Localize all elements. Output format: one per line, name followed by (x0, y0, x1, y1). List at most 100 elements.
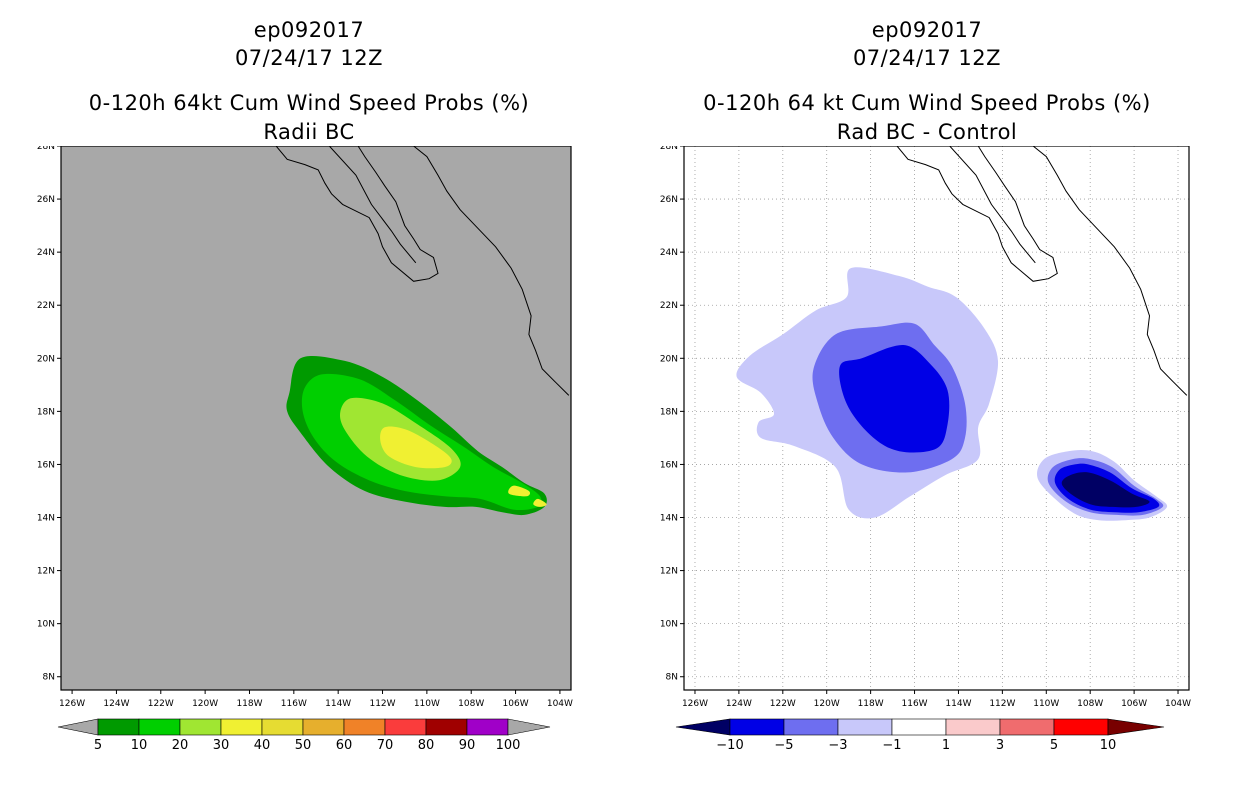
x-tick-label: 124W (726, 699, 752, 706)
contour-level-30 (508, 485, 531, 497)
x-tick-label: 106W (1121, 699, 1147, 706)
x-tick-label: 126W (59, 699, 85, 706)
x-tick-label: 104W (547, 699, 573, 706)
coastline (275, 146, 439, 282)
colorbar-swatch (261, 718, 304, 736)
x-tick-label: 108W (458, 699, 484, 706)
x-tick-label: 104W (1165, 699, 1191, 706)
coastline (949, 146, 1036, 264)
y-tick-label: 20N (37, 354, 55, 364)
colorbar-label: 70 (377, 738, 394, 753)
y-tick-label: 8N (43, 673, 55, 683)
colorbar-label: 60 (336, 738, 353, 753)
right-date: 07/24/17 12Z (852, 46, 1002, 70)
x-tick-label: 106W (503, 699, 529, 706)
colorbar-swatch (783, 718, 839, 736)
colorbar-swatch (999, 718, 1055, 736)
colorbar-left-triangle (675, 718, 731, 736)
x-tick-label: 112W (369, 699, 395, 706)
left-chart-title: 0-120h 64kt Cum Wind Speed Probs (%) (88, 91, 530, 115)
y-tick-label: 28N (660, 146, 678, 152)
colorbar-right-triangle (507, 718, 551, 736)
colorbar-label: 5 (94, 738, 102, 753)
coastline (896, 146, 1058, 282)
right-chart-title: 0-120h 64 kt Cum Wind Speed Probs (%) (703, 91, 1151, 115)
coastline (328, 146, 417, 264)
y-tick-label: 12N (37, 567, 55, 577)
left-colorbar: 5 10 20 30 40 50 60 70 80 90 100 (57, 718, 551, 753)
colorbar-swatch (179, 718, 222, 736)
colorbar-swatch (945, 718, 1001, 736)
y-tick-label: 14N (660, 514, 678, 524)
colorbar-label: 3 (996, 738, 1004, 753)
colorbar-swatch (384, 718, 427, 736)
colorbar-label: −1 (882, 738, 901, 753)
colorbar-swatch (837, 718, 893, 736)
colorbar-swatch (97, 718, 140, 736)
y-tick-label: 22N (660, 301, 678, 311)
x-tick-label: 114W (325, 699, 351, 706)
x-tick-label: 124W (103, 699, 129, 706)
x-tick-label: 116W (281, 699, 307, 706)
y-tick-label: 18N (660, 407, 678, 417)
x-tick-label: 110W (1033, 699, 1059, 706)
x-tick-label: 120W (814, 699, 840, 706)
x-tick-label: 108W (1077, 699, 1103, 706)
right-colorbar: −10 −5 −3 −1 1 3 5 10 (675, 718, 1165, 753)
y-tick-label: 26N (37, 195, 55, 205)
map-frame (60, 146, 572, 691)
colorbar-right-triangle (1107, 718, 1165, 736)
contour-level-30 (533, 498, 547, 507)
x-tick-label: 126W (682, 699, 708, 706)
left-storm-id: ep092017 (253, 18, 365, 42)
colorbar-label: 1 (942, 738, 950, 753)
contour-level-neg5 (839, 344, 950, 453)
colorbar-label: 30 (213, 738, 230, 753)
colorbar-left-triangle (57, 718, 99, 736)
colorbar-label: −10 (716, 738, 743, 753)
right-panel: ep092017 07/24/17 12Z 0-120h 64 kt Cum W… (618, 0, 1236, 800)
colorbar-label: −3 (828, 738, 847, 753)
x-tick-label: 118W (236, 699, 262, 706)
left-chart-subtitle: Radii BC (263, 120, 355, 144)
x-tick-label: 112W (989, 699, 1015, 706)
colorbar-swatch (343, 718, 386, 736)
y-tick-label: 22N (37, 301, 55, 311)
y-tick-label: 12N (660, 567, 678, 577)
colorbar-swatch (1053, 718, 1109, 736)
colorbar-label: 10 (1100, 738, 1117, 753)
left-date: 07/24/17 12Z (234, 46, 384, 70)
colorbar-swatch (302, 718, 345, 736)
colorbar-swatch (891, 718, 947, 736)
y-tick-label: 16N (37, 460, 55, 470)
left-map: 126W 124W 122W 120W 118W 116W 114W 112W 110W 108W… (37, 146, 573, 706)
y-tick-label: 10N (660, 620, 678, 630)
colorbar-swatch (138, 718, 181, 736)
y-tick-label: 24N (660, 248, 678, 258)
x-tick-label: 118W (858, 699, 884, 706)
coastline (1032, 146, 1188, 396)
colorbar-label: 90 (459, 738, 476, 753)
colorbar-label: 10 (131, 738, 148, 753)
y-tick-label: 16N (660, 460, 678, 470)
y-tick-label: 8N (666, 673, 678, 683)
contour-level-30 (380, 426, 452, 469)
y-tick-label: 26N (660, 195, 678, 205)
y-tick-label: 20N (660, 354, 678, 364)
x-tick-label: 110W (414, 699, 440, 706)
y-tick-label: 24N (37, 248, 55, 258)
x-tick-label: 122W (770, 699, 796, 706)
y-tick-label: 28N (37, 146, 55, 152)
y-tick-label: 14N (37, 514, 55, 524)
colorbar-label: 100 (496, 738, 521, 753)
right-chart-subtitle: Rad BC - Control (836, 120, 1018, 144)
colorbar-swatch (425, 718, 468, 736)
colorbar-label: 20 (172, 738, 189, 753)
coastline (413, 146, 570, 396)
colorbar-label: 80 (418, 738, 435, 753)
map-frame (683, 146, 1190, 691)
x-tick-label: 116W (902, 699, 928, 706)
contour-level-neg10 (1061, 472, 1150, 508)
left-panel: ep092017 07/24/17 12Z 0-120h 64kt Cum Wi… (37, 18, 573, 753)
colorbar-label: 5 (1050, 738, 1058, 753)
